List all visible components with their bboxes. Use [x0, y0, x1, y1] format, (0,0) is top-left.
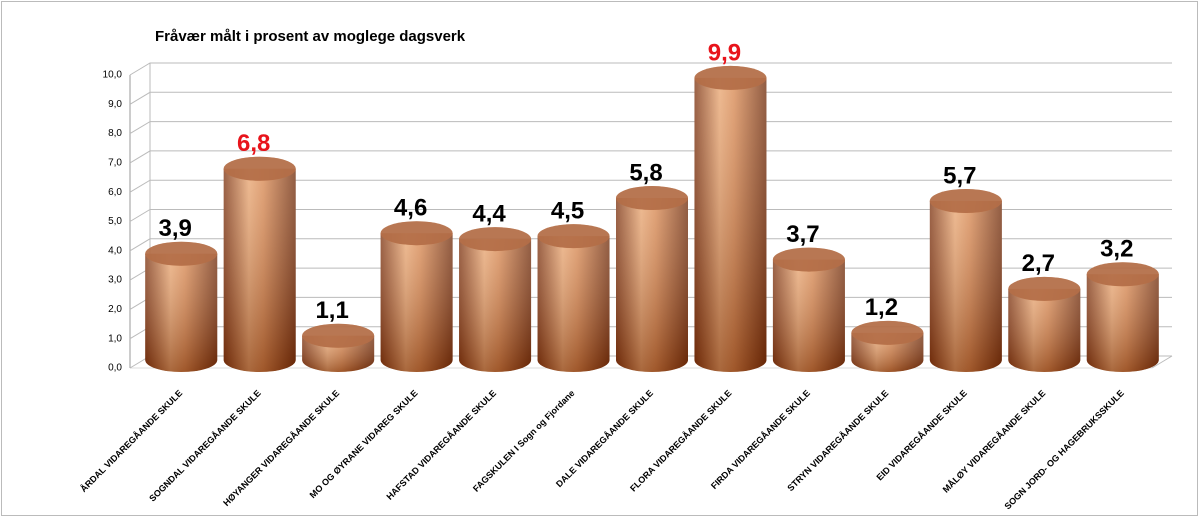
grid-line: [129, 209, 1172, 222]
cylinder-top-sheen: [1008, 276, 1081, 301]
y-tick-label: 6,0: [108, 187, 122, 198]
y-tick-label: 0,0: [108, 363, 122, 374]
bar: [851, 320, 924, 372]
cylinder-top-sheen: [459, 227, 532, 252]
y-tick-label: 5,0: [108, 216, 122, 227]
y-tick-label: 3,0: [108, 275, 122, 286]
cylinder-shade: [380, 233, 453, 372]
cylinder-top-sheen: [616, 186, 688, 211]
grid-line: [129, 62, 1172, 76]
value-label: 1,2: [865, 294, 898, 321]
value-label: 1,1: [315, 297, 348, 324]
cylinder-shade: [772, 259, 845, 372]
cylinder-shade: [694, 77, 767, 373]
y-tick-label: 4,0: [108, 245, 122, 256]
y-tick-label: 1,0: [108, 333, 122, 344]
chart-title: Fråvær målt i prosent av moglege dagsver…: [155, 28, 466, 45]
bar: [694, 65, 767, 373]
cylinder-shade: [616, 198, 688, 372]
cylinder-shade: [929, 200, 1002, 372]
cylinder-top-sheen: [929, 188, 1002, 213]
bar: [380, 221, 453, 372]
cylinder-shade: [1086, 274, 1159, 372]
bar: [1086, 262, 1159, 372]
cylinder-top-sheen: [1086, 262, 1159, 287]
cylinder-top-sheen: [851, 320, 924, 345]
grid-line: [129, 91, 1172, 105]
value-label: 4,5: [551, 197, 584, 224]
cylinder-top-sheen: [772, 247, 845, 272]
grid-line: [129, 150, 1172, 164]
cylinder-top-sheen: [145, 241, 218, 266]
cylinder-shade: [145, 253, 218, 372]
value-label: 4,6: [394, 195, 427, 222]
value-label: 3,2: [1100, 236, 1133, 263]
bar: [537, 224, 610, 372]
value-label: 5,8: [629, 159, 662, 186]
bar: [223, 156, 296, 372]
bar: [145, 241, 218, 372]
grid-line: [129, 238, 1172, 252]
cylinder-top-sheen: [223, 156, 296, 181]
value-label: 5,7: [943, 162, 976, 189]
y-tick-label: 7,0: [108, 158, 122, 169]
grid-line: [129, 179, 1172, 193]
cylinder-top-sheen: [302, 323, 375, 348]
bar: [616, 186, 688, 372]
cylinder-top-sheen: [537, 224, 610, 249]
value-label: 2,7: [1022, 250, 1055, 277]
value-label: 9,9: [708, 39, 741, 66]
cylinder-top-sheen: [380, 221, 453, 246]
cylinder-shade: [537, 236, 610, 372]
bar: [929, 188, 1002, 372]
value-label: 3,7: [786, 221, 819, 248]
bar: [1008, 276, 1081, 373]
grid-line: [129, 121, 1172, 135]
cylinder-top-sheen: [694, 65, 767, 90]
cylinder-shade: [223, 168, 296, 372]
value-label: 3,9: [159, 215, 192, 242]
cylinder-shade: [459, 239, 532, 372]
value-label: 4,4: [472, 200, 506, 227]
value-label: 6,8: [237, 130, 270, 157]
floor-edge: [1151, 355, 1173, 369]
cylinder-shade: [1008, 288, 1081, 373]
bar: [772, 247, 845, 372]
y-tick-label: 8,0: [108, 128, 122, 139]
y-tick-label: 9,0: [108, 99, 122, 110]
y-tick-label: 2,0: [108, 304, 122, 315]
y-tick-label: 10,0: [103, 70, 123, 81]
bar: [459, 227, 532, 372]
bar: [302, 323, 375, 372]
